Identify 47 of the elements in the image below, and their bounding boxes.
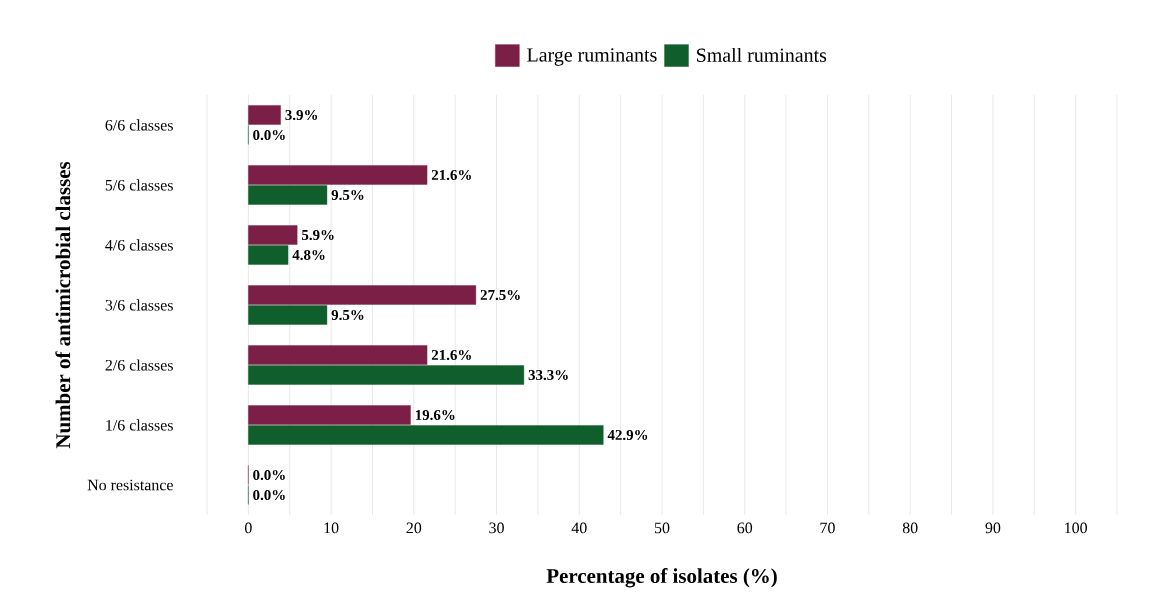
x-tick-label: 60	[737, 522, 753, 534]
data-label: 19.6%	[415, 409, 455, 421]
y-tick-label: 3/6 classes	[105, 299, 173, 311]
bar	[248, 425, 604, 445]
data-label: 4.8%	[292, 249, 325, 261]
bar	[248, 345, 428, 365]
x-tick-label: 10	[324, 522, 339, 534]
y-axis-title: Number of antimicrobial classes	[55, 161, 71, 449]
bar	[248, 245, 289, 265]
data-label: 0.0%	[253, 489, 285, 501]
y-tick-label: 6/6 classes	[105, 119, 173, 131]
x-tick-label: 50	[654, 522, 670, 534]
bar	[248, 305, 328, 325]
data-label: 0.0%	[253, 469, 285, 481]
data-label: 21.6%	[431, 349, 471, 361]
data-label: 9.5%	[331, 189, 364, 201]
bar	[248, 225, 298, 245]
bar	[248, 105, 281, 125]
bar	[248, 185, 328, 205]
data-label: 3.9%	[285, 109, 318, 121]
x-tick-label: 100	[1065, 522, 1087, 534]
y-tick-label: 5/6 classes	[105, 179, 173, 191]
x-tick-label: 40	[571, 522, 587, 534]
bar	[248, 165, 428, 185]
x-tick-label: 20	[406, 522, 422, 534]
y-tick-label: 2/6 classes	[105, 359, 173, 371]
data-label: 27.5%	[480, 289, 520, 301]
data-label: 33.3%	[528, 369, 568, 381]
y-tick-label: No resistance	[87, 479, 173, 491]
data-label: 5.9%	[301, 229, 334, 241]
x-tick-label: 90	[985, 522, 1001, 534]
data-label: 42.9%	[607, 429, 648, 441]
data-label: 9.5%	[331, 309, 364, 321]
legend-label: Large ruminants	[527, 48, 657, 66]
legend-label: Small ruminants	[697, 47, 827, 62]
bar	[248, 365, 525, 385]
x-tick-label: 30	[489, 522, 504, 534]
x-tick-label: 70	[820, 522, 835, 534]
data-label: 0.0%	[253, 129, 285, 141]
x-tick-label: 0	[245, 522, 252, 534]
x-axis-title: Percentage of isolates (%)	[546, 568, 777, 588]
y-tick-label: 1/6 classes	[106, 419, 173, 431]
data-label: 21.6%	[431, 169, 471, 181]
x-tick-label: 80	[902, 522, 918, 534]
bar	[248, 285, 477, 305]
y-tick-label: 4/6 classes	[105, 239, 173, 251]
bar	[248, 405, 411, 425]
